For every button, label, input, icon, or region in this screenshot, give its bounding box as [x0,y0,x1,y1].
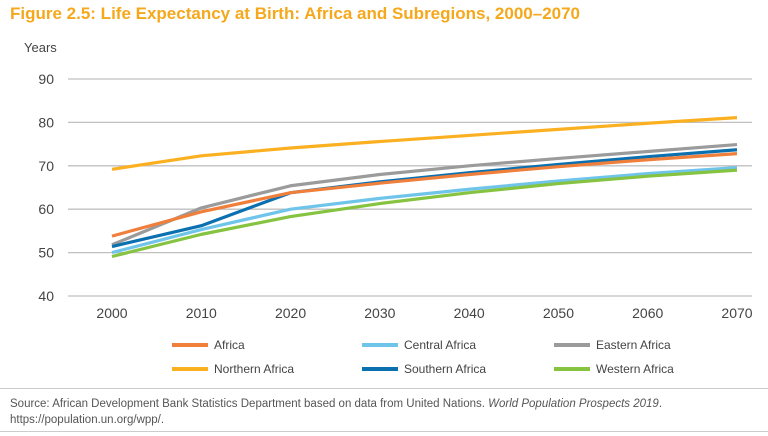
legend-swatch [362,343,398,347]
legend-swatch [554,367,590,371]
y-tick-label: 40 [38,288,54,304]
series-line-central-africa [111,165,738,255]
legend-label: Eastern Africa [596,338,671,352]
y-tick-label: 60 [38,201,54,217]
x-tick-label: 2000 [96,305,127,321]
legend-swatch [554,343,590,347]
y-tick-label: 90 [38,71,54,87]
legend-label: Southern Africa [404,362,487,376]
series-line-africa [111,152,738,238]
legend-item: Southern Africa [362,362,486,376]
source-text: Source: African Development Bank Statist… [10,398,489,410]
source-url: https://population.un.org/wpp/. [10,414,165,426]
divider-bottom [0,431,768,432]
line-chart: Years 40 50 60 70 80 90 2000 2010 2020 2030 2040 205… [24,40,753,321]
legend-item: Western Africa [554,362,674,376]
x-tick-label: 2050 [543,305,574,321]
x-tick-label: 2040 [454,305,485,321]
x-tick-label: 2070 [721,305,752,321]
legend-item: Northern Africa [172,362,294,376]
legend-label: Africa [214,338,245,352]
y-axis-label: Years [24,40,57,55]
y-tick-label: 70 [38,158,54,174]
chart-title: Figure 2.5: Life Expectancy at Birth: Af… [10,4,581,23]
legend-swatch [172,367,208,371]
x-tick-label: 2010 [186,305,217,321]
legend-label: Northern Africa [214,362,295,376]
legend-swatch [362,367,398,371]
series-line-northern-africa [111,116,738,171]
y-tick-label: 80 [38,114,54,130]
legend-label: Western Africa [596,362,674,376]
y-tick-label: 50 [38,245,54,261]
legend-swatch [172,343,208,347]
x-tick-label: 2060 [632,305,663,321]
legend-label: Central Africa [404,338,477,352]
divider [0,388,768,389]
series-line-eastern-africa [111,142,738,247]
x-tick-label: 2030 [364,305,395,321]
source-publication: World Population Prospects 2019 [488,398,659,410]
source-note: Source: African Development Bank Statist… [10,396,760,428]
legend-item: Eastern Africa [554,338,671,352]
legend-item: Central Africa [362,338,476,352]
series-line-western-africa [111,168,738,259]
legend: Africa Central Africa Eastern Africa Northe… [0,336,768,384]
x-tick-label: 2020 [275,305,306,321]
legend-item: Africa [172,338,245,352]
source-tail: . [658,398,663,410]
